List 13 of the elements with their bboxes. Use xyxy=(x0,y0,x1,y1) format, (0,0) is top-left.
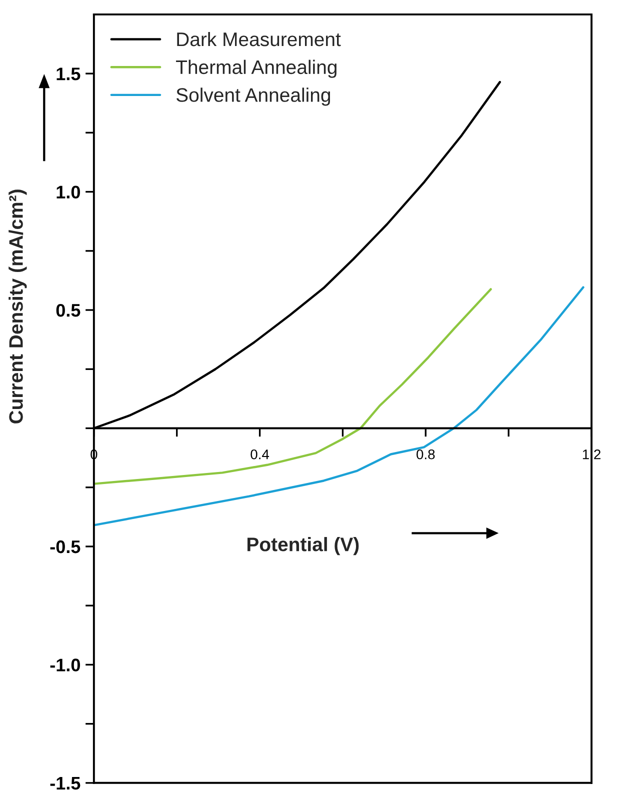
legend-label: Thermal Annealing xyxy=(176,60,336,78)
x-axis-title: Potential (V) xyxy=(248,537,359,556)
y-tick-label: 1.0 xyxy=(56,186,80,199)
y-tick-label: 1.5 xyxy=(56,68,80,80)
x-tick-label: 0.4 xyxy=(250,449,270,460)
legend-label: Dark Measurement xyxy=(177,32,341,46)
y-tick-label: 0.5 xyxy=(56,304,80,317)
y-tick-label: -1.5 xyxy=(50,777,80,790)
x-tick-label: 0.8 xyxy=(416,449,435,460)
y-tick-label: -0.5 xyxy=(50,540,80,554)
y-tick-label: -1.0 xyxy=(50,658,80,672)
legend-label: Solvent Annealing xyxy=(176,88,330,106)
y-axis-title: Current Density (mA/cm²) xyxy=(8,190,27,424)
